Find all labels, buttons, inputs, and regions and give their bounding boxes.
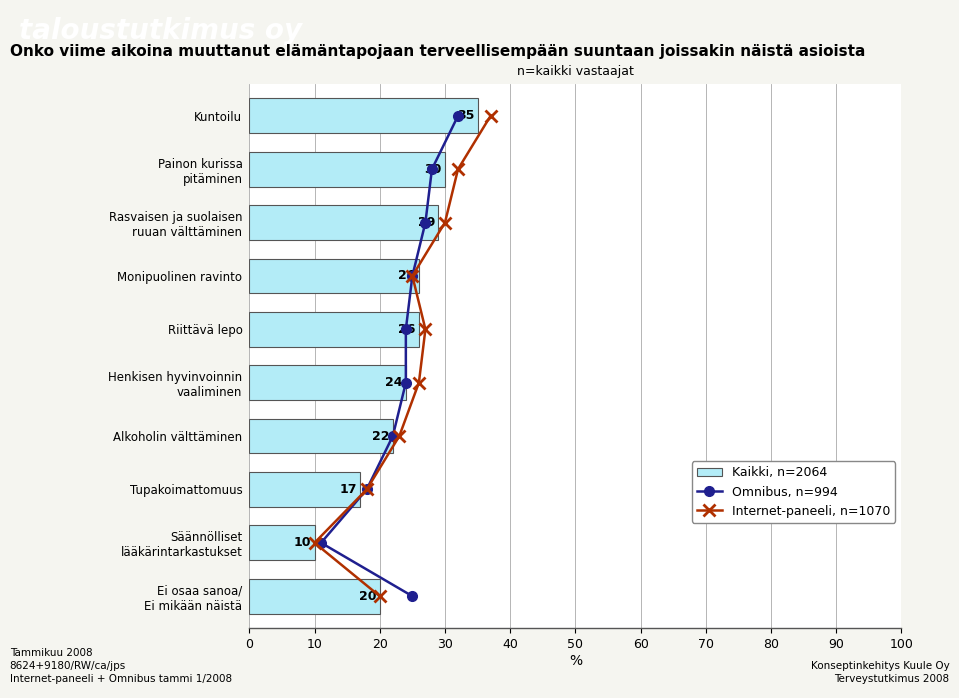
Bar xyxy=(249,472,361,507)
Bar xyxy=(249,151,445,186)
Text: taloustutkimus oy: taloustutkimus oy xyxy=(19,17,302,45)
Text: 22: 22 xyxy=(372,429,389,443)
Text: 17: 17 xyxy=(339,483,357,496)
Text: 30: 30 xyxy=(424,163,442,176)
Text: Konseptinkehitys Kuule Oy
Terveystutkimus 2008: Konseptinkehitys Kuule Oy Terveystutkimu… xyxy=(810,661,949,684)
Title: n=kaikki vastaajat: n=kaikki vastaajat xyxy=(517,66,634,78)
Bar xyxy=(249,365,406,400)
Text: Onko viime aikoina muuttanut elämäntapojaan terveellisempään suuntaan joissakin : Onko viime aikoina muuttanut elämäntapoj… xyxy=(10,45,865,59)
Text: 29: 29 xyxy=(418,216,435,229)
Bar xyxy=(249,419,393,454)
Bar xyxy=(249,526,315,560)
Text: 20: 20 xyxy=(359,590,377,602)
Bar xyxy=(249,205,438,240)
Text: 26: 26 xyxy=(398,269,415,283)
Text: 35: 35 xyxy=(456,110,475,122)
Bar xyxy=(249,312,419,347)
Text: 26: 26 xyxy=(398,322,415,336)
Bar xyxy=(249,579,380,614)
X-axis label: %: % xyxy=(569,654,582,668)
Text: 10: 10 xyxy=(293,536,312,549)
Bar xyxy=(249,258,419,293)
Text: 24: 24 xyxy=(386,376,403,389)
Text: Tammikuu 2008
8624+9180/RW/ca/jps
Internet-paneeli + Omnibus tammi 1/2008: Tammikuu 2008 8624+9180/RW/ca/jps Intern… xyxy=(10,648,232,684)
Legend: Kaikki, n=2064, Omnibus, n=994, Internet-paneeli, n=1070: Kaikki, n=2064, Omnibus, n=994, Internet… xyxy=(691,461,895,523)
Bar xyxy=(249,98,478,133)
